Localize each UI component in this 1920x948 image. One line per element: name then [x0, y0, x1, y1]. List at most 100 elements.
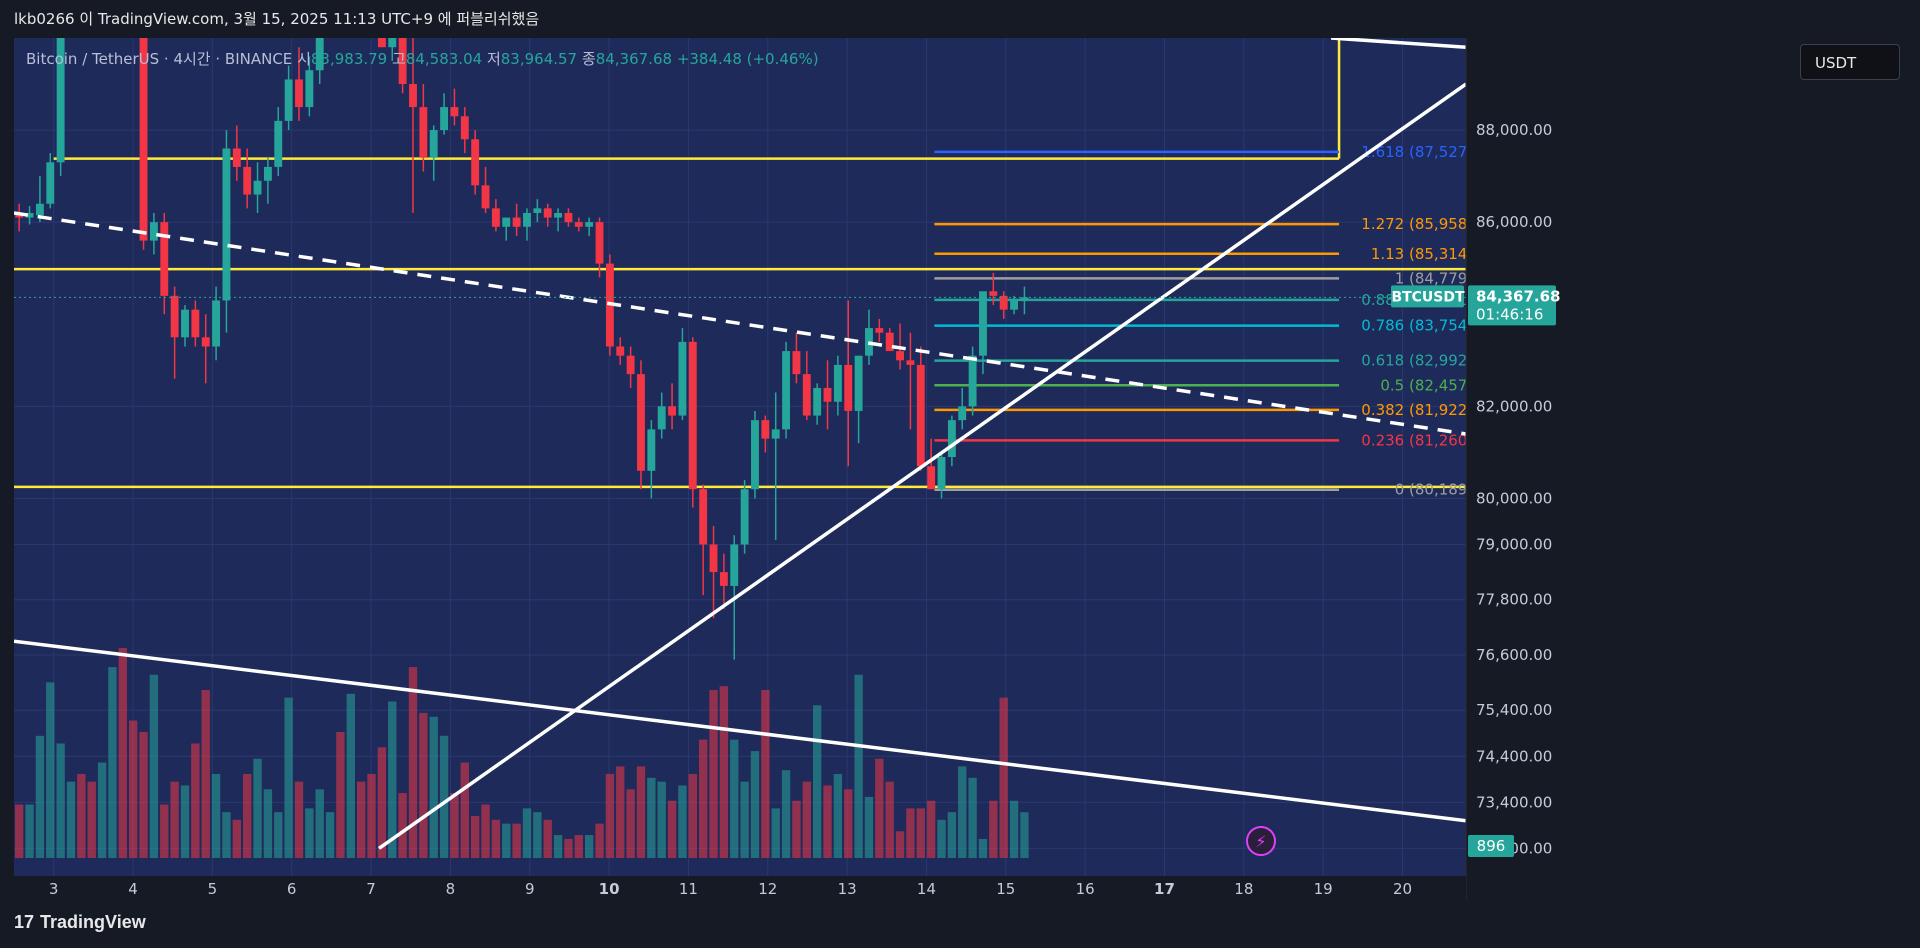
volume-bar — [315, 789, 324, 858]
candle-body — [958, 406, 967, 421]
volume-bar — [833, 774, 843, 858]
candle-body — [979, 291, 987, 356]
volume-badge-value: 896 — [1477, 837, 1506, 855]
candle-body — [232, 148, 241, 167]
candle-body — [305, 70, 314, 108]
volume-bar — [647, 777, 656, 858]
volume-bar — [201, 690, 210, 858]
candle-body — [947, 420, 956, 457]
volume-bar — [367, 774, 376, 858]
volume-bar — [906, 808, 915, 858]
low-label: 저 — [486, 50, 501, 68]
candle-body — [844, 364, 853, 411]
candle-body — [564, 212, 573, 223]
time-tick-label: 17 — [1154, 880, 1175, 898]
candlestick-chart[interactable]: 1.618 (87,527.02) 1.272 (85,958.02) 1.13 (… — [14, 38, 1906, 900]
fib-level-label: 0.382 (81,922.14) — [1361, 401, 1497, 419]
volume-bar — [688, 774, 697, 858]
publish-note: lkb0266 이 TradingView.com, 3월 15, 2025 1… — [14, 10, 540, 28]
volume-bar — [522, 808, 532, 858]
candle-body — [460, 116, 469, 140]
volume-bar — [761, 690, 770, 858]
candle-body — [554, 212, 563, 218]
volume-bar — [56, 743, 65, 858]
chart-panel[interactable]: 1.618 (87,527.02) 1.272 (85,958.02) 1.13 (… — [14, 38, 1906, 900]
volume-bar — [1009, 800, 1019, 858]
trendline — [14, 639, 1467, 823]
volume-bar — [408, 667, 418, 858]
candle-body — [481, 185, 490, 209]
volume-bar — [429, 716, 438, 858]
volume-bar — [66, 781, 76, 858]
volume-bar — [512, 823, 521, 858]
ticker-tag-label: BTCUSDT — [1391, 289, 1465, 305]
volume-bar — [170, 781, 179, 858]
candle-body — [751, 420, 759, 490]
volume-bar — [543, 819, 552, 858]
candle-body — [212, 300, 221, 347]
volume-bar — [336, 732, 345, 858]
trendline — [377, 82, 1468, 850]
volume-bar — [253, 758, 262, 858]
volume-bar — [916, 808, 925, 858]
volume-bar — [553, 835, 563, 858]
price-tick-label: 76,600.00 — [1476, 646, 1552, 664]
candle-body — [243, 166, 252, 195]
volume-bar — [325, 812, 335, 858]
current-price-value: 84,367.68 — [1476, 287, 1560, 305]
time-tick-label: 19 — [1314, 880, 1333, 898]
time-tick-label: 9 — [525, 880, 535, 898]
candle-body — [253, 180, 262, 195]
volume-bar — [284, 697, 293, 858]
time-tick-label: 8 — [446, 880, 456, 898]
volume-bar — [15, 804, 24, 858]
price-tick-label: 79,000.00 — [1476, 535, 1552, 553]
volume-bar — [87, 781, 96, 858]
close-label: 종 — [581, 50, 596, 68]
tradingview-brand[interactable]: 17 TradingView — [14, 912, 146, 933]
lightning-icon-glyph: ⚡ — [1255, 832, 1266, 851]
volume-bar — [46, 682, 55, 858]
candle-body — [409, 84, 417, 108]
volume-bar — [118, 648, 127, 858]
candle-body — [968, 355, 977, 407]
volume-bar — [35, 735, 45, 858]
time-tick-label: 16 — [1076, 880, 1095, 898]
trendline — [14, 211, 1467, 436]
volume-bar — [232, 819, 241, 858]
candle-body — [191, 309, 200, 338]
price-tick-label: 86,000.00 — [1476, 213, 1552, 231]
candle-body — [782, 351, 791, 430]
volume-bar — [719, 686, 729, 858]
symbol-legend: Bitcoin / TetherUS · 4시간 · BINANCE 시83,9… — [26, 48, 819, 69]
volume-bar — [885, 781, 894, 858]
time-tick-label: 20 — [1393, 880, 1412, 898]
volume-bar — [781, 770, 791, 858]
volume-bar — [709, 690, 718, 858]
time-tick-label: 3 — [49, 880, 59, 898]
volume-bar — [533, 812, 542, 858]
volume-bar — [139, 732, 148, 858]
candle-body — [875, 328, 884, 333]
time-axis-bg — [14, 876, 1466, 900]
time-tick-label: 15 — [996, 880, 1015, 898]
candle-body — [854, 355, 863, 411]
volume-bar — [802, 781, 811, 858]
price-tick-label: 73,400.00 — [1476, 793, 1552, 811]
candle-body — [719, 572, 728, 586]
candle-body — [533, 208, 542, 213]
fib-level-label: 1.272 (85,958.02) — [1361, 215, 1497, 233]
change-value: +384.48 (+0.46%) — [676, 50, 819, 68]
tradingview-logo-icon: 17 — [14, 912, 35, 932]
time-tick-label: 10 — [599, 880, 620, 898]
candle-body — [989, 291, 998, 296]
time-tick-label: 12 — [758, 880, 777, 898]
candle-body — [916, 364, 925, 467]
volume-bar — [616, 766, 625, 858]
candle-body — [616, 346, 625, 356]
volume-bar — [947, 812, 957, 858]
volume-bar — [294, 781, 304, 858]
currency-button[interactable]: USDT — [1800, 44, 1900, 80]
candle-body — [730, 544, 739, 586]
candle-body — [450, 107, 459, 117]
